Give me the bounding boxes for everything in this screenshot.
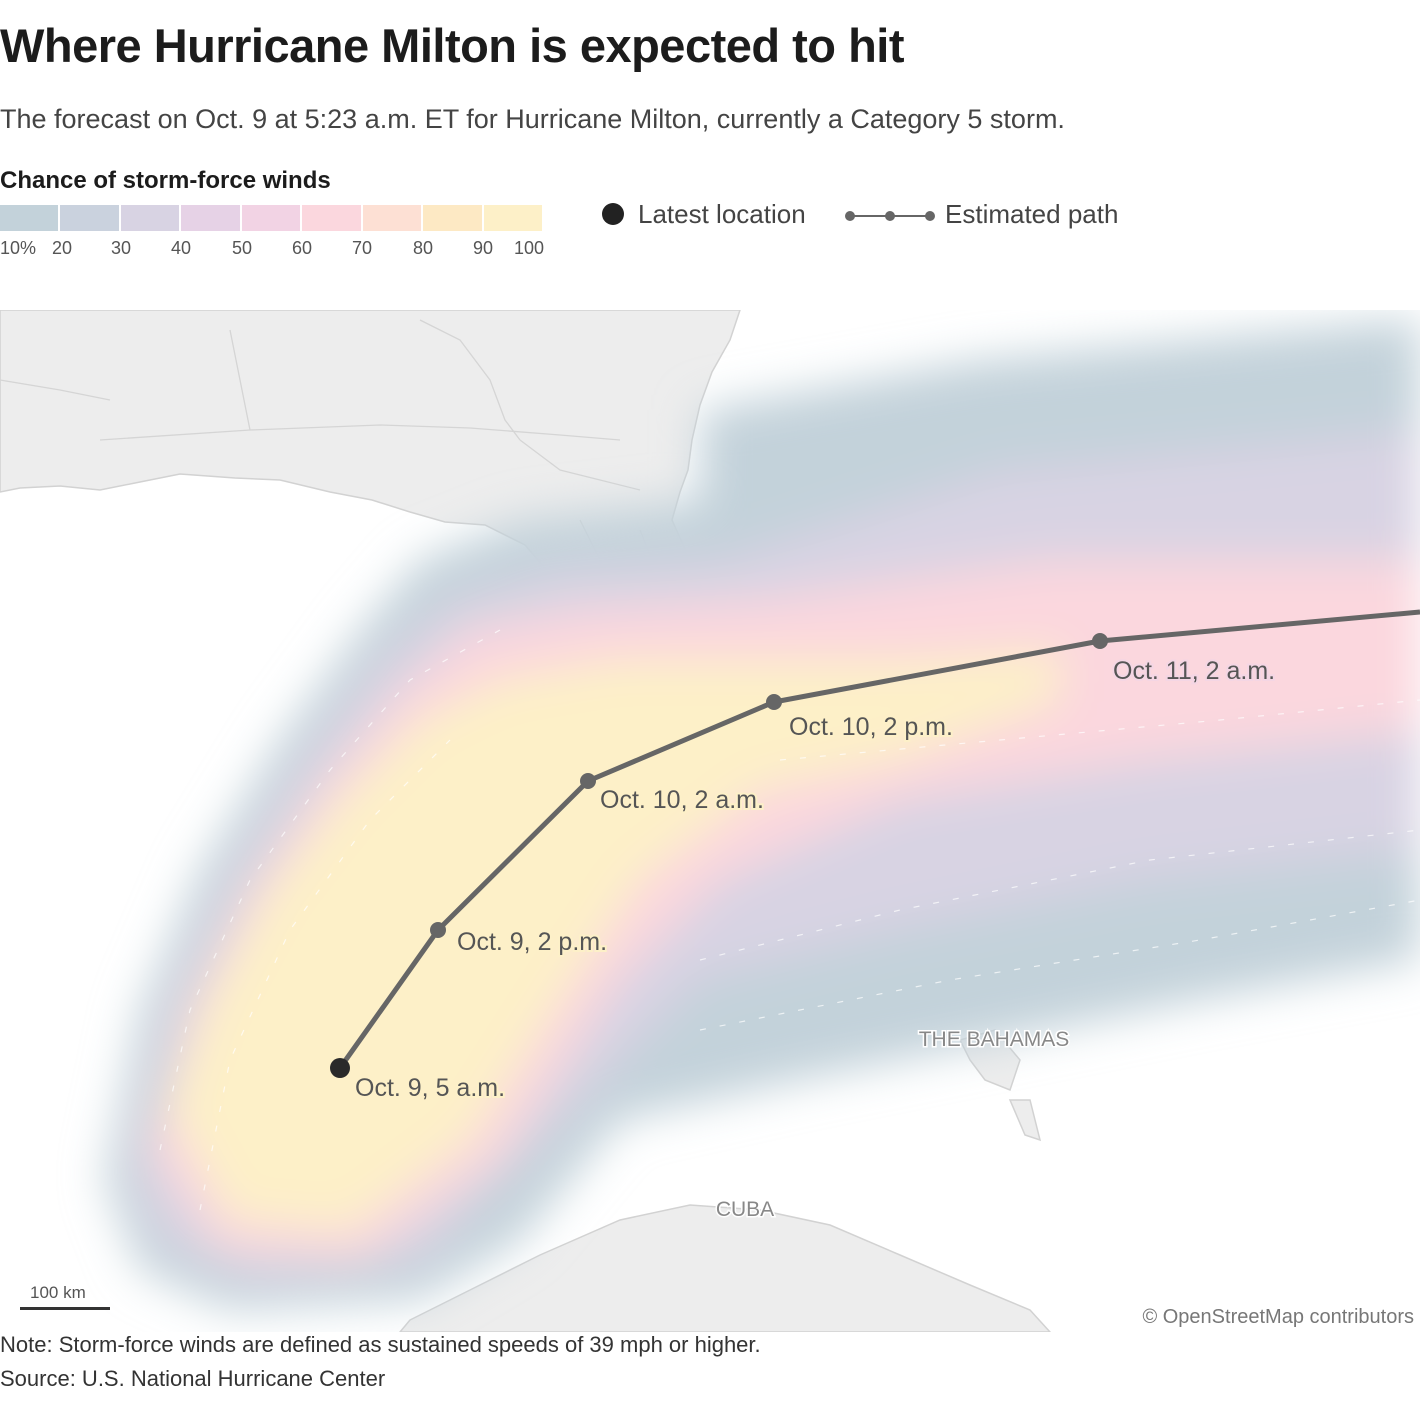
legend-tick: 30	[110, 238, 132, 258]
latest-location-marker	[330, 1058, 350, 1078]
swatch-70-80	[362, 205, 422, 231]
track-label: Oct. 11, 2 a.m.	[1113, 657, 1275, 685]
track-points	[330, 633, 1108, 1078]
map-attribution[interactable]: © OpenStreetMap contributors	[1142, 1306, 1414, 1328]
legend-tick: 50	[231, 238, 253, 258]
legend-tick: 100	[513, 238, 545, 258]
scale-bar	[20, 1307, 110, 1310]
swatch-40-50	[181, 205, 240, 231]
scale-label: 100 km	[30, 1283, 86, 1302]
track-label: Oct. 10, 2 p.m.	[789, 713, 953, 741]
legend-title: Chance of storm-force winds	[0, 167, 331, 194]
map-labels: THE BAHAMAS CUBA	[714, 1027, 1070, 1223]
track-label: Oct. 10, 2 a.m.	[600, 786, 764, 814]
legend-tick: 70	[351, 238, 373, 258]
estimated-path-line	[337, 609, 1420, 1070]
swatch-30-40	[120, 205, 180, 231]
legend-tick: 60	[291, 238, 313, 258]
page-title: Where Hurricane Milton is expected to hi…	[0, 19, 905, 72]
swatch-20-30	[60, 205, 119, 231]
swatch-80-90	[423, 205, 482, 231]
page-subtitle: The forecast on Oct. 9 at 5:23 a.m. ET f…	[0, 104, 1065, 134]
track-point	[1092, 633, 1108, 649]
probability-color-scale	[0, 205, 542, 231]
track-label: Oct. 9, 5 a.m.	[355, 1074, 505, 1102]
swatch-10-20	[0, 205, 59, 231]
cone-contours	[159, 629, 1420, 1211]
legend-tick: 20	[51, 238, 73, 258]
estimated-path-legend-label: Estimated path	[945, 199, 1119, 229]
legend-tick: 80	[412, 238, 434, 258]
bahamas-label: THE BAHAMAS	[919, 1028, 1070, 1051]
track-point	[430, 922, 446, 938]
footnote: Note: Storm-force winds are defined as s…	[0, 1332, 761, 1357]
track-point	[580, 773, 596, 789]
legend-tick: 40	[170, 238, 192, 258]
forecast-map: THE BAHAMAS CUBA Oct. 9, 5 a.m. Oct. 9, …	[0, 310, 1420, 1332]
track-point	[766, 694, 782, 710]
track-label: Oct. 9, 2 p.m.	[457, 928, 607, 956]
source-line: Source: U.S. National Hurricane Center	[0, 1366, 386, 1391]
legend-tick: 10%	[0, 238, 37, 258]
cuba-label: CUBA	[716, 1198, 774, 1221]
swatch-60-70	[302, 205, 361, 231]
track-layer: Oct. 9, 5 a.m. Oct. 9, 2 p.m. Oct. 10, 2…	[330, 609, 1420, 1104]
latest-location-legend-label: Latest location	[638, 199, 806, 229]
legend-tick: 90	[472, 238, 494, 258]
estimated-path-legend-icon	[845, 211, 935, 221]
swatch-90-100	[483, 205, 542, 231]
swatch-50-60	[241, 205, 301, 231]
latest-location-legend-icon	[602, 203, 624, 225]
probability-cone	[105, 318, 1420, 1310]
track-labels: Oct. 9, 5 a.m. Oct. 9, 2 p.m. Oct. 10, 2…	[353, 655, 1277, 1104]
